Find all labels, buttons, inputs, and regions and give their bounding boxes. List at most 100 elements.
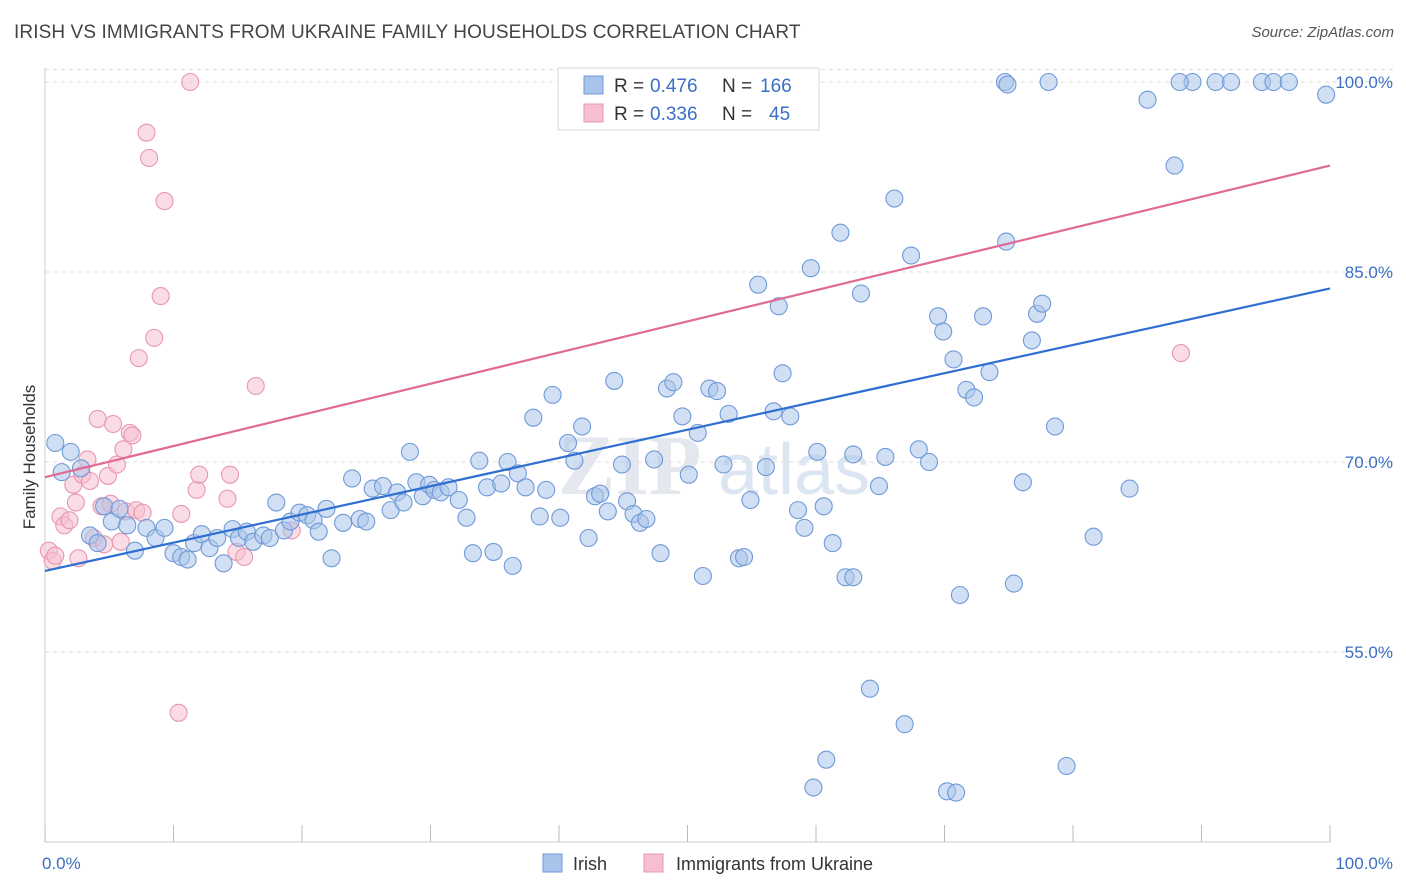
y-tick-label: 55.0%	[1345, 643, 1393, 662]
irish-point	[178, 550, 197, 569]
irish-point	[88, 534, 107, 553]
irish-point	[950, 585, 969, 605]
irish-point	[394, 493, 413, 512]
x-tick-label-max: 100.0%	[1335, 854, 1393, 873]
irish-point	[558, 433, 578, 453]
irish-point	[804, 778, 823, 797]
irish-point	[823, 534, 842, 553]
ukraine-point	[60, 511, 79, 530]
ukraine-point	[104, 414, 123, 434]
ukraine-point	[46, 546, 65, 565]
ukraine-point	[1171, 344, 1190, 363]
source-label: Source: ZipAtlas.com	[1251, 24, 1394, 41]
irish-point	[498, 452, 517, 472]
stats-irish-n-value: 166	[760, 76, 792, 97]
irish-point	[110, 499, 129, 518]
irish-point	[267, 493, 286, 512]
irish-point	[885, 189, 904, 208]
ukraine-point	[137, 123, 156, 142]
stats-ukraine-n-label: N =	[722, 104, 752, 125]
y-tick-labels: 55.0% 70.0% 85.0% 100.0%	[1335, 73, 1393, 662]
ukraine-point	[151, 287, 170, 306]
irish-point	[920, 452, 939, 472]
ukraine-point	[155, 192, 174, 211]
irish-point	[449, 490, 468, 510]
ukraine-point	[123, 426, 142, 445]
irish-point	[749, 275, 768, 294]
ukraine-point	[145, 328, 164, 347]
irish-point	[1165, 156, 1184, 175]
irish-point	[1206, 72, 1225, 92]
stats-irish-swatch	[583, 75, 604, 95]
legend-irish-swatch	[542, 853, 563, 873]
irish-point	[492, 474, 511, 493]
irish-point	[851, 284, 871, 303]
irish-point	[795, 518, 814, 537]
irish-point	[1004, 574, 1023, 593]
irish-point	[551, 508, 570, 527]
irish-point	[214, 554, 233, 573]
irish-point	[801, 259, 820, 278]
irish-point	[645, 450, 664, 469]
irish-point	[929, 307, 948, 326]
irish-point	[947, 783, 966, 802]
irish-point	[788, 501, 808, 520]
irish-point	[1264, 72, 1283, 92]
legend: Irish Immigrants from Ukraine	[542, 853, 873, 874]
irish-point	[876, 447, 895, 466]
irish-point	[902, 246, 921, 265]
irish-point	[579, 528, 598, 548]
irish-point	[973, 307, 993, 326]
irish-point	[831, 223, 850, 242]
watermark-atlas: atlas	[718, 430, 870, 510]
y-tick-label: 100.0%	[1335, 73, 1393, 92]
irish-point	[814, 497, 833, 516]
irish-point	[944, 350, 963, 369]
ukraine-point	[111, 532, 130, 551]
irish-point	[708, 382, 727, 401]
irish-point	[1084, 527, 1103, 546]
ukraine-point	[246, 376, 265, 396]
irish-point	[591, 484, 610, 503]
ukraine-point	[220, 465, 240, 484]
stats-ukraine-swatch	[583, 103, 604, 123]
irish-point	[484, 542, 503, 561]
irish-point	[334, 513, 353, 532]
irish-point	[1279, 72, 1298, 92]
irish-point	[869, 477, 889, 496]
irish-point	[965, 388, 984, 407]
irish-point	[612, 455, 632, 474]
irish-point	[598, 502, 617, 521]
irish-point	[651, 544, 670, 563]
irish-point	[309, 522, 328, 541]
ukraine-point	[140, 148, 159, 168]
ukraine-point	[172, 504, 191, 523]
irish-point	[719, 404, 738, 423]
irish-point	[679, 465, 698, 484]
stats-box: R = 0.476 N = 166 R = 0.336 N = 45	[557, 67, 820, 131]
y-tick-label: 70.0%	[1345, 453, 1393, 472]
ukraine-point	[80, 471, 100, 491]
irish-point	[998, 75, 1017, 94]
irish-point	[781, 407, 800, 426]
irish-point	[1022, 331, 1041, 350]
irish-point	[741, 490, 760, 510]
irish-point	[1057, 756, 1076, 776]
ukraine-point	[187, 480, 206, 499]
irish-point	[844, 445, 863, 464]
irish-point	[530, 507, 549, 526]
chart-title: IRISH VS IMMIGRANTS FROM UKRAINE FAMILY …	[14, 22, 801, 43]
irish-point	[1033, 294, 1052, 313]
irish-point	[470, 451, 489, 470]
irish-points	[46, 72, 1336, 802]
irish-point	[1138, 90, 1157, 109]
irish-point	[817, 750, 836, 769]
irish-point	[734, 547, 754, 567]
ukraine-point	[181, 72, 200, 92]
ukraine-point	[235, 547, 254, 567]
irish-point	[1120, 479, 1139, 498]
stats-ukraine-n-value: 45	[769, 104, 790, 125]
irish-point	[508, 464, 527, 483]
stats-irish-r-value: 0.476	[650, 76, 698, 97]
